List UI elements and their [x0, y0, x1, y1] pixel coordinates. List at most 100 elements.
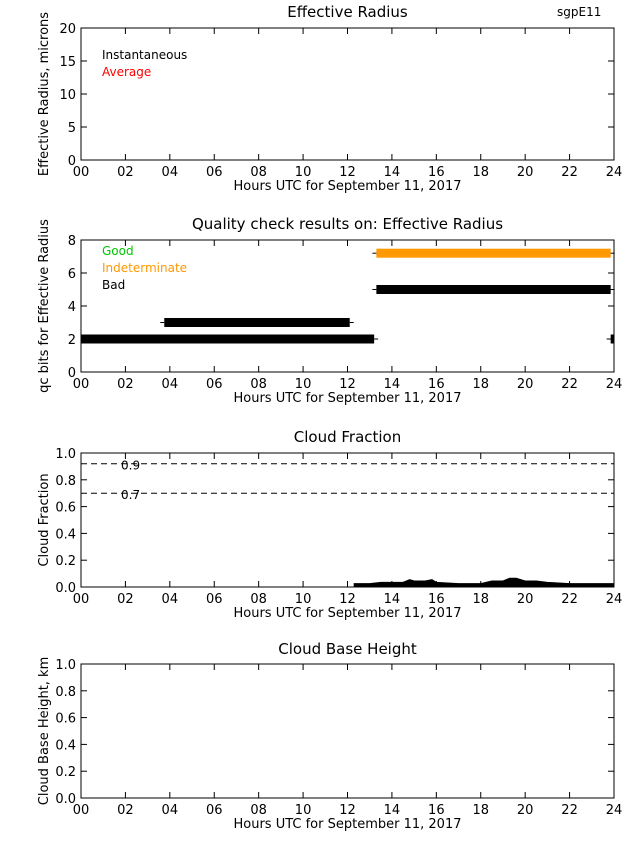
cloud-base-height-panel: Cloud Base Height 00 02 04 06 08 10 12 14 16 18 20 2… [37, 640, 622, 832]
x-tick-label: 20 [517, 803, 534, 818]
x-axis-label: Hours UTC for September 11, 2017 [233, 179, 461, 194]
x-tick-label: 10 [295, 377, 312, 392]
legend-entry: Bad [102, 278, 125, 292]
x-tick-label: 24 [606, 592, 623, 607]
y-tick-label: 8 [68, 234, 76, 249]
x-tick-label: 24 [606, 377, 623, 392]
plot-frame [80, 663, 615, 799]
x-tick-label: 08 [250, 165, 267, 180]
y-tick-label: 1.0 [55, 447, 76, 462]
x-tick-label: 00 [73, 803, 90, 818]
x-axis-label: Hours UTC for September 11, 2017 [233, 606, 461, 621]
x-tick-label: 12 [339, 803, 356, 818]
x-tick-label: 20 [517, 377, 534, 392]
x-tick-label: 10 [295, 592, 312, 607]
x-tick-label: 22 [561, 377, 578, 392]
x-tick-label: 04 [162, 377, 179, 392]
y-tick-label: 15 [59, 55, 76, 70]
x-tick-label: 04 [162, 592, 179, 607]
x-tick-label: 18 [472, 592, 489, 607]
qc-segment [164, 318, 350, 327]
x-tick-label: 22 [561, 803, 578, 818]
y-tick-label: 0.0 [55, 792, 76, 807]
x-axis-label: Hours UTC for September 11, 2017 [233, 817, 461, 832]
x-tick-label: 16 [428, 165, 445, 180]
y-axis-label: qc bits for Effective Radius [37, 219, 52, 393]
x-tick-label: 00 [73, 377, 90, 392]
x-tick-label: 22 [561, 165, 578, 180]
x-tick-label: 02 [117, 165, 134, 180]
x-tick-label: 18 [472, 165, 489, 180]
y-tick-label: 1.0 [55, 658, 76, 673]
y-axis-label: Cloud Base Height, km [37, 657, 52, 805]
cloud-fraction-line [354, 579, 614, 587]
x-tick-label: 06 [206, 377, 223, 392]
x-tick-label: 18 [472, 803, 489, 818]
x-tick-label: 14 [384, 803, 401, 818]
x-tick-label: 14 [384, 165, 401, 180]
qc-results-panel: Quality check results on: Effective Radi… [37, 215, 622, 406]
x-tick-label: 24 [606, 165, 623, 180]
x-tick-label: 10 [295, 803, 312, 818]
y-tick-label: 0 [68, 366, 76, 381]
x-tick-label: 06 [206, 165, 223, 180]
x-tick-label: 16 [428, 592, 445, 607]
x-tick-label: 06 [206, 803, 223, 818]
site-label: sgpE11 [557, 5, 601, 19]
y-tick-label: 0.8 [55, 685, 76, 700]
x-tick-label: 14 [384, 377, 401, 392]
y-tick-label: 0.4 [55, 527, 76, 542]
chart-title: Cloud Fraction [294, 428, 402, 446]
y-tick-label: 5 [68, 121, 76, 136]
x-tick-label: 12 [339, 592, 356, 607]
chart-title: Effective Radius [287, 3, 408, 21]
legend-entry: Good [102, 244, 134, 258]
legend-entry: Instantaneous [102, 48, 187, 62]
x-tick-label: 16 [428, 803, 445, 818]
chart-title: Cloud Base Height [278, 640, 417, 658]
legend-entry: Indeterminate [102, 261, 187, 275]
qc-segment [81, 334, 375, 344]
x-tick-label: 04 [162, 165, 179, 180]
y-tick-label: 0.0 [55, 581, 76, 596]
x-tick-label: 08 [250, 803, 267, 818]
x-tick-label: 00 [73, 592, 90, 607]
x-tick-label: 02 [117, 803, 134, 818]
effective-radius-panel: Effective Radius 00 02 04 06 08 10 12 14 16 18 20 22… [37, 3, 622, 194]
y-tick-label: 2 [68, 333, 76, 348]
y-tick-label: 10 [59, 88, 76, 103]
y-tick-label: 4 [68, 300, 76, 315]
legend-entry: Average [102, 65, 151, 79]
y-tick-label: 0.8 [55, 474, 76, 489]
x-tick-label: 12 [339, 377, 356, 392]
y-tick-label: 6 [68, 267, 76, 282]
x-tick-label: 18 [472, 377, 489, 392]
qc-segment [610, 334, 614, 344]
x-tick-label: 06 [206, 592, 223, 607]
x-tick-label: 04 [162, 803, 179, 818]
y-tick-label: 0 [68, 154, 76, 169]
y-tick-label: 0.2 [55, 765, 76, 780]
x-tick-label: 08 [250, 377, 267, 392]
qc-segment [376, 248, 611, 258]
x-tick-label: 02 [117, 377, 134, 392]
x-tick-label: 22 [561, 592, 578, 607]
x-axis-label: Hours UTC for September 11, 2017 [233, 391, 461, 406]
plot-frame [80, 239, 615, 373]
chart-title: Quality check results on: Effective Radi… [192, 215, 503, 233]
reference-line-label: 0.9 [121, 459, 140, 473]
x-tick-label: 00 [73, 165, 90, 180]
x-tick-label: 12 [339, 165, 356, 180]
reference-line-label: 0.7 [121, 488, 140, 502]
y-tick-label: 0.4 [55, 738, 76, 753]
y-tick-label: 0.6 [55, 712, 76, 727]
y-axis-label: Cloud Fraction [37, 473, 52, 566]
y-axis-label: Effective Radius, microns [37, 12, 52, 176]
qc-segment [376, 285, 611, 294]
x-tick-label: 02 [117, 592, 134, 607]
y-tick-label: 20 [59, 22, 76, 37]
x-tick-label: 16 [428, 377, 445, 392]
x-tick-label: 10 [295, 165, 312, 180]
x-tick-label: 24 [606, 803, 623, 818]
